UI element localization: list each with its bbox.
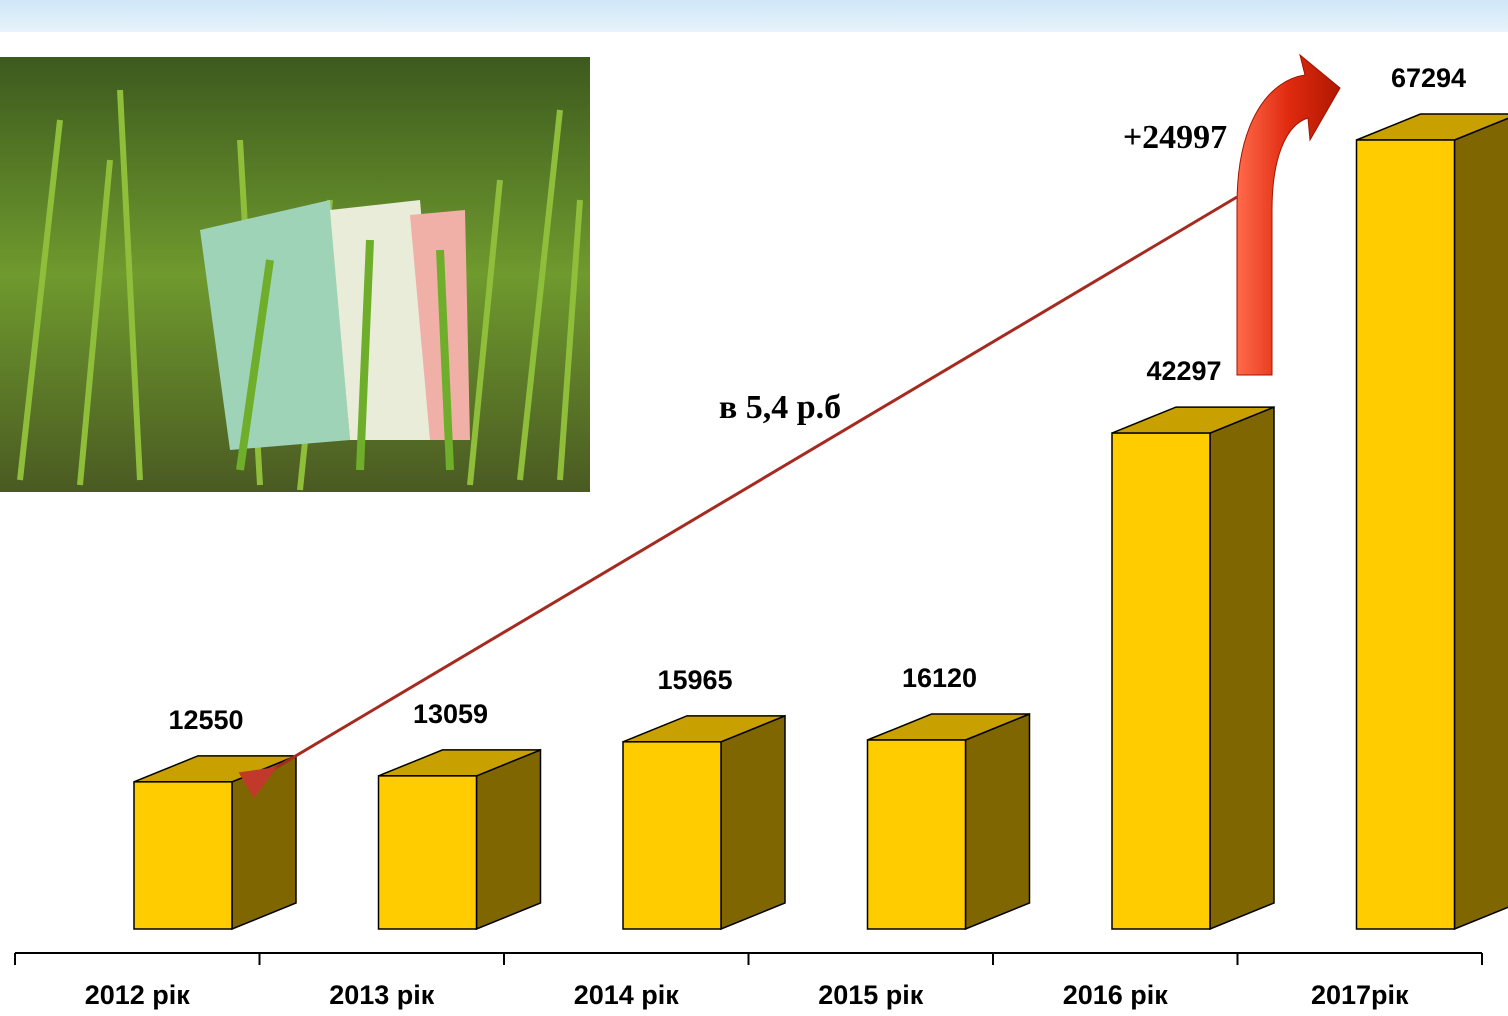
bar-side	[1210, 407, 1274, 929]
bar-side	[966, 714, 1030, 929]
value-label: 16120	[902, 663, 977, 693]
value-label: 67294	[1391, 63, 1466, 93]
x-tick-label: 2016 рік	[1063, 980, 1169, 1010]
header-band	[0, 0, 1508, 32]
bar	[623, 716, 785, 929]
bar-side	[477, 750, 541, 929]
value-label: 13059	[413, 699, 488, 729]
value-label: 12550	[168, 705, 243, 735]
x-tick-label: 2014 рік	[574, 980, 680, 1010]
photo	[0, 57, 590, 492]
bar-front	[1357, 140, 1455, 929]
annotation: в 5,4 р.б	[719, 389, 841, 426]
bar-front	[868, 740, 966, 929]
value-label: 42297	[1146, 356, 1221, 386]
annotation: +24997	[1123, 119, 1227, 156]
bar-side	[721, 716, 785, 929]
bar	[134, 756, 296, 929]
x-tick-label: 2013 рік	[329, 980, 435, 1010]
bar	[868, 714, 1030, 929]
bar-side	[232, 756, 296, 929]
x-tick-label: 2017рік	[1311, 980, 1409, 1010]
growth-arrow	[1237, 55, 1340, 375]
bar	[1112, 407, 1274, 929]
value-label: 15965	[657, 665, 732, 695]
bar-side	[1455, 114, 1508, 929]
bar	[379, 750, 541, 929]
bar-front	[379, 776, 477, 929]
x-tick-label: 2015 рік	[818, 980, 924, 1010]
bar-front	[1112, 433, 1210, 929]
bar-front	[134, 782, 232, 929]
bar-front	[623, 742, 721, 929]
x-tick-label: 2012 рік	[85, 980, 191, 1010]
bar	[1357, 114, 1508, 929]
